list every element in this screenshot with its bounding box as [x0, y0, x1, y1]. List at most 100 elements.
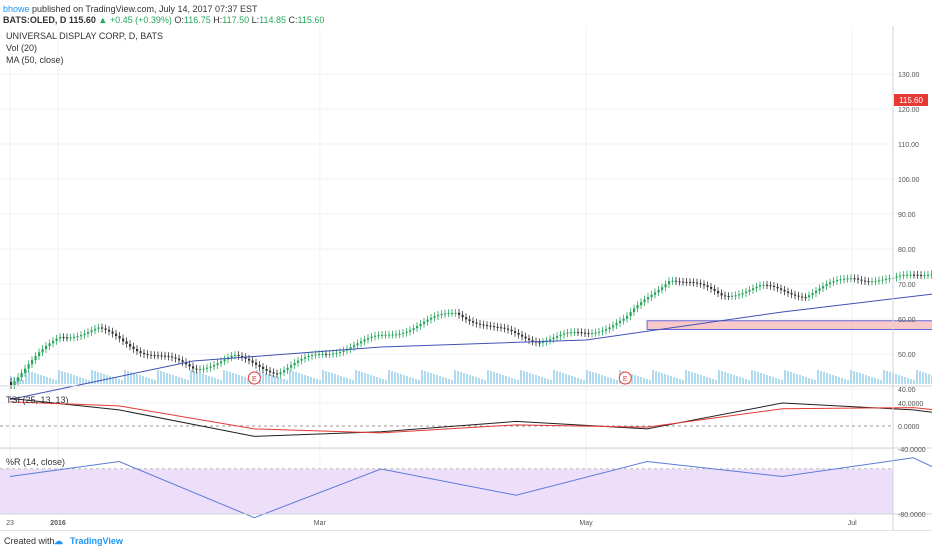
candle-body: [563, 334, 565, 335]
volume-bar: [676, 378, 678, 384]
candle-body: [52, 341, 54, 343]
candle-body: [920, 275, 922, 276]
volume-bar: [691, 372, 693, 384]
volume-bar: [34, 373, 36, 384]
candle-body: [514, 331, 516, 333]
volume-bar: [445, 378, 447, 384]
candle-body: [269, 371, 271, 372]
volume-bar: [79, 377, 81, 384]
volume-bar: [637, 376, 639, 384]
volume-bar: [739, 377, 741, 384]
candle-body: [315, 354, 317, 355]
legend-ma: MA (50, close): [6, 55, 64, 65]
tradingview-logo-icon[interactable]: ☁: [54, 536, 63, 547]
candle-body: [490, 326, 492, 327]
volume-bar: [196, 372, 198, 384]
volume-bar: [664, 374, 666, 384]
volume-bar: [73, 375, 75, 384]
volume-bar: [520, 370, 522, 384]
volume-bar: [898, 375, 900, 384]
volume-bar: [181, 378, 183, 384]
price-chart[interactable]: EEEEEDEDE 40.0050.0060.0070.0080.0090.00…: [0, 26, 932, 530]
candle-body: [238, 355, 240, 356]
volume-bar: [109, 376, 111, 384]
volume-bar: [541, 377, 543, 384]
candle-body: [371, 337, 373, 338]
candle-body: [266, 369, 268, 371]
candle-body: [381, 335, 383, 336]
tradingview-link[interactable]: TradingView: [70, 536, 123, 546]
volume-bar: [379, 378, 381, 384]
ohlc-close-key: C:: [289, 15, 298, 25]
volume-bar: [907, 378, 909, 384]
volume-bar: [613, 379, 615, 384]
candle-body: [98, 327, 100, 328]
candle-body: [574, 332, 576, 333]
volume-bar: [871, 377, 873, 384]
candle-body: [231, 356, 233, 358]
volume-bar: [292, 371, 294, 384]
volume-bar: [709, 378, 711, 384]
candle-body: [301, 359, 303, 361]
volume-bar: [604, 376, 606, 384]
volume-bar: [403, 375, 405, 384]
volume-bar: [61, 371, 63, 384]
volume-bar: [667, 375, 669, 384]
volume-bar: [52, 379, 54, 384]
volume-bar: [835, 376, 837, 384]
volume-bar: [823, 372, 825, 384]
candle-body: [283, 370, 285, 372]
candle-body: [126, 341, 128, 344]
candle-body: [801, 297, 803, 298]
volume-bar: [202, 374, 204, 384]
volume-bar: [37, 374, 39, 384]
wpr-title: %R (14, close): [6, 457, 65, 467]
candle-body: [343, 351, 345, 352]
volume-bar: [856, 372, 858, 384]
volume-bar: [673, 377, 675, 384]
candle-body: [847, 278, 849, 279]
candle-body: [171, 357, 173, 358]
candle-body: [577, 332, 579, 333]
volume-bar: [55, 380, 57, 384]
volume-bar: [805, 377, 807, 384]
volume-bar: [97, 372, 99, 384]
volume-bar: [28, 371, 30, 384]
volume-bar: [841, 378, 843, 384]
volume-bar: [172, 375, 174, 384]
candle-body: [850, 278, 852, 279]
candle-body: [651, 295, 653, 297]
volume-bar: [133, 373, 135, 384]
tsi-tick-2: -40.0000: [898, 447, 926, 454]
candle-body: [591, 333, 593, 334]
volume-bar: [862, 374, 864, 384]
volume-bar: [313, 378, 315, 384]
candle-body: [77, 336, 79, 337]
x-tick-4: Jul: [848, 520, 857, 527]
publish-info: bhowe published on TradingView.com, July…: [3, 4, 258, 14]
candle-body: [332, 354, 334, 355]
volume-bar: [31, 372, 33, 384]
volume-bar: [544, 378, 546, 384]
candle-body: [857, 279, 859, 280]
volume-bar: [853, 371, 855, 384]
candle-body: [584, 333, 586, 334]
ohlc-high-key: H:: [213, 15, 222, 25]
candle-body: [224, 359, 226, 361]
legend-title: UNIVERSAL DISPLAY CORP, D, BATS: [6, 31, 163, 41]
volume-bar: [679, 379, 681, 384]
volume-bar: [451, 380, 453, 384]
candle-body: [56, 339, 58, 341]
candle-body: [122, 339, 124, 342]
author-link[interactable]: bhowe: [3, 4, 30, 14]
candle-body: [819, 288, 821, 290]
volume-bar: [115, 378, 117, 384]
volume-bar: [598, 374, 600, 384]
candle-body: [749, 290, 751, 292]
volume-bar: [640, 377, 642, 384]
candle-body: [437, 315, 439, 316]
candle-body: [423, 322, 425, 324]
candle-body: [486, 325, 488, 326]
volume-bar: [151, 379, 153, 384]
volume-bar: [703, 376, 705, 384]
